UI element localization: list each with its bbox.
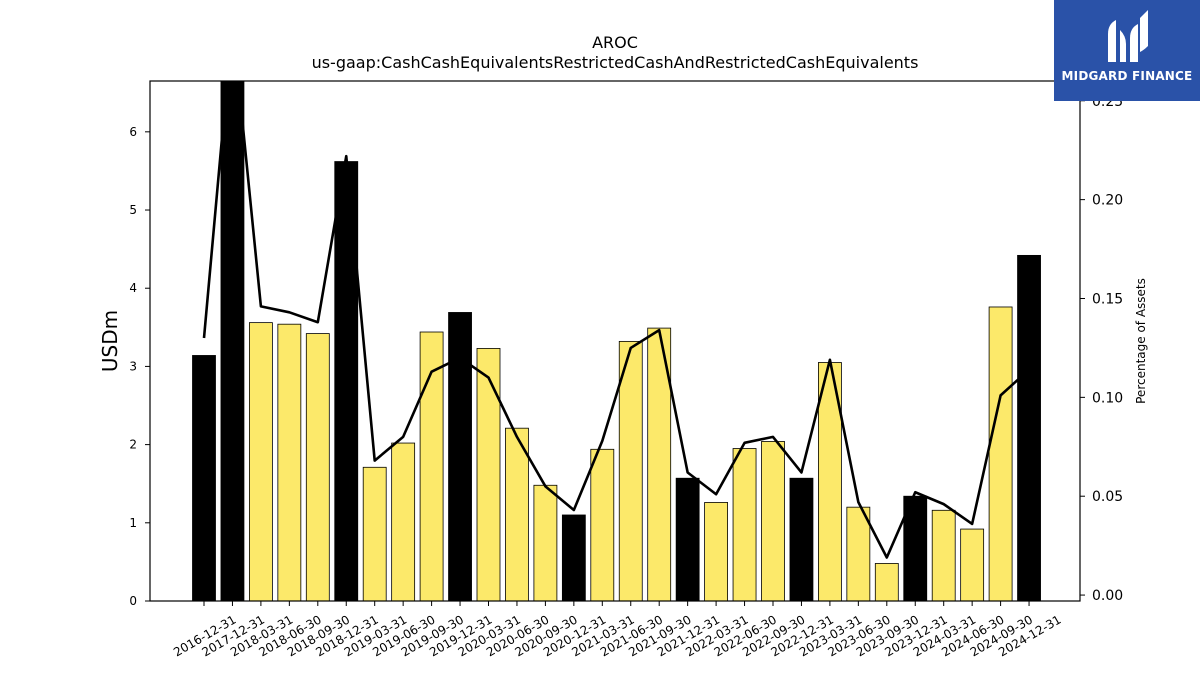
bar-2017-12-31 (220, 81, 245, 601)
chart-subtitle: us-gaap:CashCashEquivalentsRestrictedCas… (312, 53, 919, 72)
bars-group (192, 81, 1041, 601)
y2-tick-label: 0.00 (1092, 588, 1123, 604)
y-tick-label: 0 (129, 594, 137, 608)
y2-tick-label: 0.05 (1092, 489, 1123, 505)
y2-tick-label: 0.15 (1092, 291, 1123, 307)
bar-2023-09-30 (874, 563, 899, 601)
bar-2020-12-31 (561, 514, 586, 601)
bar-2022-09-30 (761, 441, 785, 601)
bar-2016-12-31 (192, 355, 216, 601)
y-tick-label: 3 (129, 359, 137, 373)
y-tick-label: 4 (129, 281, 137, 295)
y2-tick-label: 0.20 (1092, 193, 1123, 209)
y-tick-label: 6 (129, 125, 137, 139)
bar-2020-09-30 (533, 484, 558, 601)
bar-2022-12-31 (789, 477, 814, 601)
bar-2022-03-31 (704, 502, 728, 601)
y-tick-label: 2 (129, 438, 137, 452)
y2-axis-label: Percentage of Assets (1134, 278, 1148, 404)
bar-2018-06-30 (277, 323, 302, 601)
y-axis-label: USDm (98, 310, 122, 372)
bar-2021-06-30 (618, 340, 643, 601)
bar-2024-03-31 (931, 509, 956, 601)
bar-2018-12-31 (334, 161, 359, 601)
bar-2024-09-30 (988, 306, 1013, 601)
bar-2020-03-31 (476, 348, 501, 601)
y2-tick-label: 0.10 (1092, 390, 1123, 406)
bar-2023-12-31 (903, 495, 928, 601)
brand-logo-panel: MIDGARD FINANCE (1054, 0, 1200, 101)
midgard-logo-icon (1108, 10, 1148, 62)
bar-2024-06-30 (960, 528, 985, 601)
bar-2018-03-31 (248, 322, 273, 601)
plot-frame (149, 80, 1081, 602)
bar-2021-03-31 (590, 448, 615, 601)
chart-title: AROC (592, 33, 638, 52)
bar-2024-12-31 (1017, 254, 1041, 601)
percentage-line (202, 81, 1030, 559)
bar-2021-12-31 (675, 477, 700, 601)
bar-2022-06-30 (732, 448, 757, 601)
bar-2019-06-30 (391, 442, 416, 601)
bar-2021-09-30 (647, 327, 672, 601)
brand-name: MIDGARD FINANCE (1061, 69, 1193, 83)
bar-2018-09-30 (305, 333, 330, 601)
y-tick-label: 1 (129, 516, 137, 530)
bar-2023-06-30 (846, 506, 871, 601)
left-axis: 0 1 2 3 4 5 6 (129, 125, 150, 608)
bar-2019-03-31 (362, 466, 387, 601)
y-tick-label: 5 (129, 203, 137, 217)
bar-2019-09-30 (419, 331, 444, 601)
right-axis: 0.000.050.100.150.200.25 (1080, 94, 1123, 604)
bar-2020-06-30 (505, 427, 529, 601)
line-group (202, 81, 1030, 559)
x-axis: 2016-12-312017-12-312018-03-312018-06-30… (171, 601, 1064, 659)
bar-2019-12-31 (448, 312, 472, 601)
